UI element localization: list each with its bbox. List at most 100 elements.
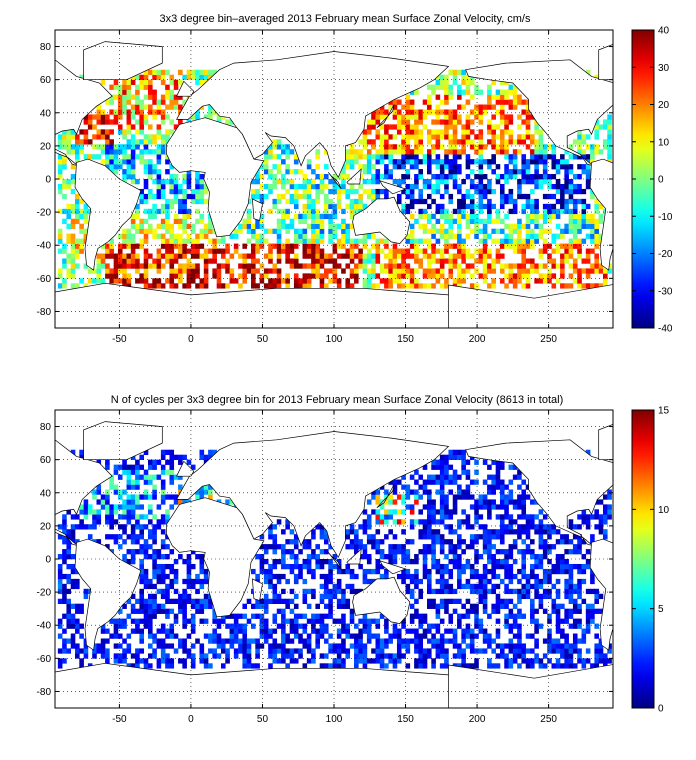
bin-cell — [96, 278, 102, 284]
bin-cell — [178, 79, 183, 85]
bin-cell — [409, 104, 415, 110]
bin-cell — [585, 144, 591, 150]
bin-cell — [560, 183, 565, 190]
bin-cell — [512, 238, 518, 244]
bin-cell — [263, 638, 269, 644]
bin-cell — [75, 603, 80, 609]
bin-cell — [452, 183, 458, 190]
bin-cell — [160, 119, 166, 125]
bin-cell — [173, 233, 179, 239]
bin-cell — [268, 248, 273, 254]
bin-cell — [568, 658, 574, 664]
bin-cell — [474, 663, 479, 669]
bin-cell — [465, 519, 471, 525]
bin-cell — [83, 524, 89, 530]
bin-cell — [517, 613, 522, 619]
bin-cell — [160, 114, 166, 120]
bin-cell — [508, 568, 514, 575]
bin-cell — [92, 144, 97, 150]
bin-cell — [341, 663, 346, 669]
bin-cell — [135, 213, 140, 220]
bin-cell — [607, 494, 612, 500]
bin-cell — [555, 658, 561, 664]
bin-cell — [319, 618, 325, 624]
bin-cell — [293, 188, 299, 195]
bin-cell — [96, 484, 102, 490]
bin-cell — [96, 643, 102, 649]
bin-cell — [195, 253, 200, 259]
y-tick-label: 80 — [40, 42, 52, 53]
bin-cell — [345, 228, 351, 234]
bin-cell — [96, 268, 102, 274]
bin-cell — [560, 653, 565, 659]
coastline — [83, 421, 163, 461]
bin-cell — [435, 129, 441, 135]
bin-cell — [251, 188, 256, 195]
bin-cell — [568, 238, 574, 244]
bin-cell — [156, 573, 162, 580]
bin-cell — [379, 114, 385, 120]
bin-cell — [178, 248, 183, 254]
bin-cell — [555, 164, 561, 170]
bin-cell — [341, 603, 346, 609]
bin-cell — [401, 174, 406, 180]
bin-cell — [465, 233, 471, 239]
bin-cell — [135, 484, 140, 490]
bin-cell — [482, 243, 488, 249]
bin-cell — [542, 514, 548, 520]
bin-cell — [371, 494, 376, 500]
bin-cell — [512, 653, 518, 659]
bin-cell — [534, 573, 539, 580]
bin-cell — [444, 653, 449, 659]
bin-cell — [414, 253, 419, 259]
bin-cell — [534, 278, 539, 284]
bin-cell — [160, 144, 166, 150]
bin-cell — [388, 549, 393, 555]
bin-cell — [311, 554, 316, 560]
colorbar-scale — [631, 409, 655, 709]
bin-cell — [139, 494, 145, 500]
bin-cell — [152, 164, 157, 170]
bin-cell — [521, 208, 527, 215]
bin-cell — [560, 154, 565, 160]
bin-cell — [70, 583, 76, 590]
bin-cell — [431, 554, 436, 560]
bin-cell — [555, 588, 561, 595]
bin-cell — [173, 84, 179, 90]
x-tick-label: -50 — [112, 714, 127, 725]
bin-cell — [504, 144, 509, 150]
bin-cell — [555, 613, 561, 619]
bin-cell — [594, 263, 599, 269]
bin-cell — [512, 89, 518, 95]
bin-cell — [315, 603, 320, 609]
bin-cell — [113, 84, 119, 90]
bin-cell — [508, 233, 514, 239]
bin-cell — [126, 109, 132, 115]
bin-cell — [448, 273, 454, 279]
bin-cell — [371, 174, 376, 180]
bin-cell — [427, 154, 432, 160]
bin-cell — [135, 129, 140, 135]
bin-cell — [439, 534, 445, 540]
bin-cell — [504, 149, 509, 155]
bin-cell — [246, 213, 252, 220]
bin-cell — [268, 598, 273, 604]
bin-cell — [186, 583, 192, 590]
bin-cell — [461, 124, 466, 130]
bin-cell — [474, 223, 479, 229]
bin-cell — [581, 568, 587, 575]
bin-cell — [195, 208, 200, 215]
bin-cell — [276, 623, 282, 629]
bin-cell — [143, 283, 149, 289]
bin-cell — [122, 278, 127, 284]
bin-cell — [169, 663, 175, 669]
bin-cell — [534, 653, 539, 659]
bin-cell — [396, 193, 402, 200]
bin-cell — [349, 238, 355, 244]
bin-cell — [160, 69, 166, 75]
bin-cell — [328, 544, 333, 550]
bin-cell — [427, 494, 432, 500]
bin-cell — [203, 273, 209, 279]
bin-cell — [388, 154, 393, 160]
bin-cell — [173, 174, 179, 180]
